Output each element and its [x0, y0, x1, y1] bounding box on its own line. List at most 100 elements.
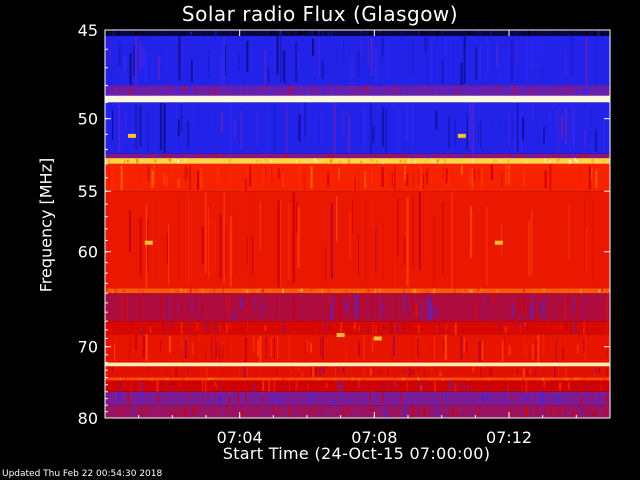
band-streak	[171, 369, 173, 376]
band-streak	[373, 377, 375, 381]
band-streak	[235, 307, 237, 319]
band-streak	[586, 154, 589, 157]
band-streak	[202, 158, 203, 164]
band-streak	[259, 366, 261, 377]
band-streak	[484, 293, 487, 319]
band-streak	[319, 113, 320, 144]
band-streak	[417, 303, 420, 319]
band-streak	[444, 110, 446, 130]
band-streak	[567, 85, 570, 94]
band-streak	[412, 195, 414, 267]
band-streak	[226, 337, 228, 359]
band-streak	[268, 288, 271, 292]
band-streak	[337, 406, 340, 412]
band-streak	[142, 327, 144, 334]
band-streak	[313, 158, 316, 162]
band-streak	[249, 165, 252, 187]
band-streak	[351, 177, 354, 190]
band-streak	[244, 30, 245, 36]
band-streak	[184, 407, 187, 418]
band-streak	[109, 39, 111, 65]
band-streak	[600, 302, 601, 316]
band-streak	[487, 405, 489, 413]
band-streak	[219, 324, 221, 332]
band-streak	[310, 289, 313, 291]
band-streak	[129, 395, 131, 405]
band-streak	[444, 334, 447, 361]
frequency-band	[105, 293, 610, 322]
band-streak	[175, 102, 178, 149]
band-streak	[499, 377, 501, 380]
band-streak	[508, 345, 511, 356]
band-streak	[364, 85, 367, 95]
band-streak	[159, 289, 161, 294]
band-streak	[606, 322, 608, 335]
band-streak	[434, 381, 436, 392]
band-streak	[352, 199, 353, 234]
band-streak	[586, 31, 588, 35]
band-streak	[189, 392, 191, 398]
band-streak	[139, 217, 142, 277]
band-streak	[354, 177, 356, 191]
band-streak	[297, 205, 300, 268]
band-streak	[363, 369, 365, 375]
band-streak	[439, 370, 442, 377]
band-streak	[445, 168, 448, 184]
band-streak	[319, 38, 320, 78]
band-streak	[378, 85, 380, 96]
band-streak	[300, 406, 302, 415]
band-streak	[576, 159, 579, 163]
band-streak	[244, 159, 247, 164]
band-streak	[587, 384, 588, 391]
band-streak	[532, 39, 535, 69]
band-streak	[592, 411, 595, 416]
band-streak	[298, 289, 301, 291]
band-streak	[132, 405, 135, 418]
band-streak	[190, 154, 193, 156]
band-streak	[271, 159, 272, 162]
band-streak	[274, 392, 277, 405]
band-streak	[295, 380, 298, 390]
x-axis-label: Start Time (24-Oct-15 07:00:00)	[222, 444, 491, 463]
band-streak	[454, 322, 457, 335]
band-streak	[106, 30, 109, 36]
band-streak	[257, 339, 259, 357]
band-streak	[471, 159, 473, 163]
band-streak	[579, 32, 582, 36]
band-streak	[321, 336, 324, 360]
band-streak	[219, 158, 222, 162]
band-streak	[568, 288, 571, 294]
band-streak	[315, 366, 318, 376]
y-tick-label: 80	[78, 409, 98, 428]
band-streak	[559, 382, 562, 391]
band-streak	[297, 154, 299, 158]
band-streak	[538, 380, 541, 391]
band-streak	[357, 291, 359, 293]
band-streak	[360, 381, 362, 390]
band-streak	[246, 235, 248, 266]
band-streak	[469, 289, 472, 293]
band-streak	[279, 395, 282, 404]
band-streak	[276, 368, 279, 375]
band-streak	[298, 165, 301, 180]
band-streak	[312, 366, 315, 378]
band-streak	[565, 378, 568, 381]
band-streak	[454, 38, 456, 82]
band-streak	[414, 226, 416, 287]
band-streak	[363, 293, 365, 320]
band-streak	[163, 103, 166, 153]
band-streak	[219, 345, 221, 363]
band-streak	[171, 110, 174, 130]
band-streak	[208, 89, 210, 95]
band-streak	[607, 154, 609, 158]
band-streak	[555, 340, 557, 361]
band-fill	[105, 334, 610, 363]
band-streak	[480, 309, 482, 321]
band-streak	[588, 166, 591, 190]
band-streak	[325, 382, 328, 389]
band-streak	[201, 288, 204, 294]
band-streak	[430, 159, 432, 162]
band-streak	[229, 103, 232, 154]
band-streak	[460, 335, 463, 360]
band-streak	[585, 36, 588, 86]
